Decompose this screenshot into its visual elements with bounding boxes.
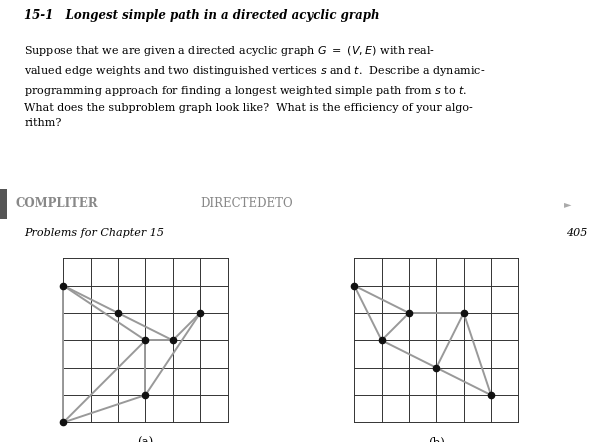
- Bar: [0, 189, 7, 219]
- Text: Problems for Chapter 15: Problems for Chapter 15: [24, 228, 164, 238]
- Text: 405: 405: [567, 228, 588, 238]
- Text: COMPLITER: COMPLITER: [15, 197, 98, 210]
- Text: (b): (b): [428, 437, 445, 442]
- Text: DIRECTEDETO: DIRECTEDETO: [200, 197, 293, 210]
- Text: ►: ►: [564, 199, 571, 209]
- Text: Suppose that we are given a directed acyclic graph $G$ $=$ $(V, E)$ with real-
v: Suppose that we are given a directed acy…: [24, 44, 485, 128]
- Text: (a): (a): [138, 437, 153, 442]
- Text: 15-1   Longest simple path in a directed acyclic graph: 15-1 Longest simple path in a directed a…: [24, 9, 380, 22]
